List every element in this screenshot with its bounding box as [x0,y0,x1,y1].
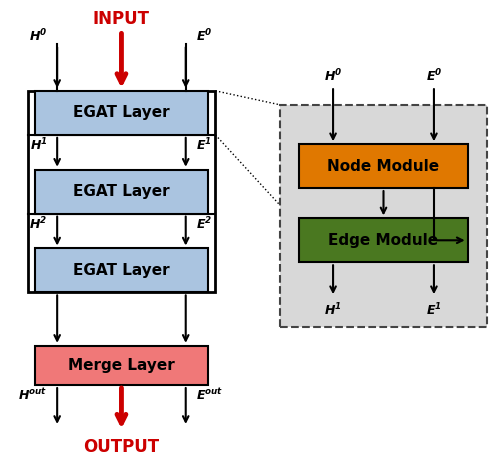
FancyBboxPatch shape [300,218,468,262]
Text: Node Module: Node Module [328,159,440,174]
Text: $\bfit{H}^{\bfit{1}}$: $\bfit{H}^{\bfit{1}}$ [324,302,342,318]
FancyBboxPatch shape [35,346,208,385]
Text: EGAT Layer: EGAT Layer [73,263,170,278]
Text: $\bfit{H}^{\bfit{1}}$: $\bfit{H}^{\bfit{1}}$ [30,137,48,154]
Text: EGAT Layer: EGAT Layer [73,106,170,121]
Text: INPUT: INPUT [93,10,150,28]
Text: $\bfit{E}^{\bfit{0}}$: $\bfit{E}^{\bfit{0}}$ [196,28,212,45]
FancyBboxPatch shape [35,249,208,293]
Text: $\bfit{E}^{\bfit{2}}$: $\bfit{E}^{\bfit{2}}$ [196,216,212,233]
Text: $\bfit{H}^{\bfit{0}}$: $\bfit{H}^{\bfit{0}}$ [324,67,342,84]
Text: $\bfit{H}^{\bfit{out}}$: $\bfit{H}^{\bfit{out}}$ [18,387,48,403]
Text: $\bfit{E}^{\bfit{out}}$: $\bfit{E}^{\bfit{out}}$ [196,387,223,403]
Text: Merge Layer: Merge Layer [68,358,175,373]
Text: $\bfit{H}^{\bfit{0}}$: $\bfit{H}^{\bfit{0}}$ [29,28,48,45]
Text: OUTPUT: OUTPUT [84,439,160,456]
FancyBboxPatch shape [280,105,488,327]
Text: EGAT Layer: EGAT Layer [73,184,170,199]
Text: $\bfit{H}^{\bfit{2}}$: $\bfit{H}^{\bfit{2}}$ [29,216,48,233]
FancyBboxPatch shape [35,170,208,214]
Text: $\bfit{E}^{\bfit{0}}$: $\bfit{E}^{\bfit{0}}$ [426,67,442,84]
Text: Edge Module: Edge Module [328,233,438,248]
Text: $\bfit{E}^{\bfit{1}}$: $\bfit{E}^{\bfit{1}}$ [196,137,212,154]
FancyBboxPatch shape [300,144,468,188]
FancyBboxPatch shape [35,91,208,135]
Text: $\bfit{E}^{\bfit{1}}$: $\bfit{E}^{\bfit{1}}$ [426,302,442,318]
